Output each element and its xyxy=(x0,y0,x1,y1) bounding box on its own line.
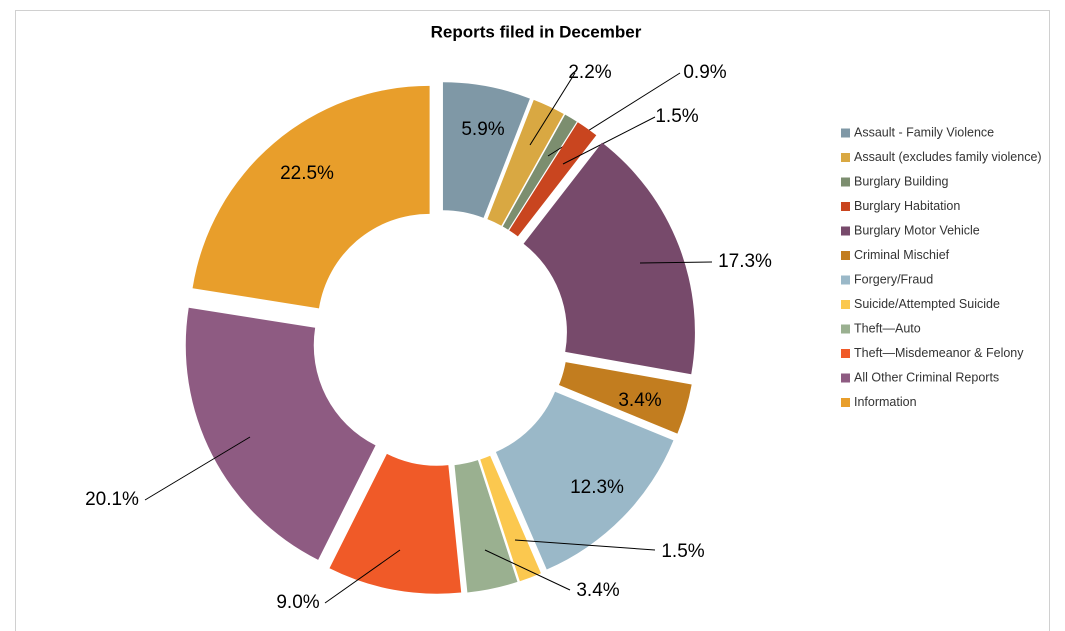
value-label: 3.4% xyxy=(618,390,661,411)
legend-swatch xyxy=(841,153,850,162)
leader-line xyxy=(144,436,251,501)
donut-segment xyxy=(185,307,376,560)
legend-swatch xyxy=(841,349,850,358)
value-label: 5.9% xyxy=(461,119,504,140)
legend-label: Burglary Motor Vehicle xyxy=(854,223,980,237)
value-label: 9.0% xyxy=(276,592,319,613)
donut-segment xyxy=(502,114,577,230)
leader-line xyxy=(324,549,401,604)
value-label: 12.3% xyxy=(570,477,624,498)
chart-title: Reports filed in December xyxy=(431,22,642,41)
value-label: 1.5% xyxy=(655,106,698,127)
donut-segment xyxy=(192,85,430,309)
legend-swatch xyxy=(841,324,850,334)
legend-swatch xyxy=(841,398,850,407)
legend-label: Theft—Misdemeanor & Felony xyxy=(854,346,1024,360)
legend-label: Suicide/Attempted Suicide xyxy=(854,297,1000,311)
legend-label: Theft—Auto xyxy=(854,321,921,335)
donut-segment xyxy=(329,453,462,594)
donut-segment xyxy=(454,460,518,593)
legend-label: Assault - Family Violence xyxy=(854,125,994,139)
legend-swatch xyxy=(841,373,850,383)
legend-label: Burglary Building xyxy=(854,174,949,188)
value-label: 1.5% xyxy=(661,541,704,562)
legend-label: All Other Criminal Reports xyxy=(854,370,999,384)
legend-swatch xyxy=(841,177,850,187)
donut-segment xyxy=(509,122,597,237)
legend-label: Burglary Habitation xyxy=(854,199,960,213)
value-label: 0.9% xyxy=(683,62,726,83)
legend-swatch xyxy=(841,251,850,260)
legend-swatch xyxy=(841,202,850,211)
leader-line xyxy=(529,72,576,146)
legend-swatch xyxy=(841,128,850,138)
value-label: 22.5% xyxy=(280,163,334,184)
legend-swatch xyxy=(841,226,850,236)
legend-label: Forgery/Fraud xyxy=(854,272,933,286)
donut-segment xyxy=(442,82,530,218)
value-label: 2.2% xyxy=(568,62,611,83)
donut-segment xyxy=(523,142,695,375)
donut-segment xyxy=(495,391,674,570)
legend-label: Criminal Mischief xyxy=(854,248,950,262)
donut-segment xyxy=(558,362,692,434)
leader-line xyxy=(514,539,656,551)
value-label: 3.4% xyxy=(576,580,619,601)
legend-label: Assault (excludes family violence) xyxy=(854,150,1042,164)
donut-segment xyxy=(487,99,564,226)
leader-line xyxy=(562,116,656,165)
legend-swatch xyxy=(841,275,850,285)
value-label: 17.3% xyxy=(718,251,772,272)
value-label: 20.1% xyxy=(85,489,139,510)
legend-label: Information xyxy=(854,395,917,409)
legend-swatch xyxy=(841,300,850,309)
leader-line xyxy=(484,549,571,591)
leader-line xyxy=(639,261,713,264)
donut-segment xyxy=(480,455,541,582)
